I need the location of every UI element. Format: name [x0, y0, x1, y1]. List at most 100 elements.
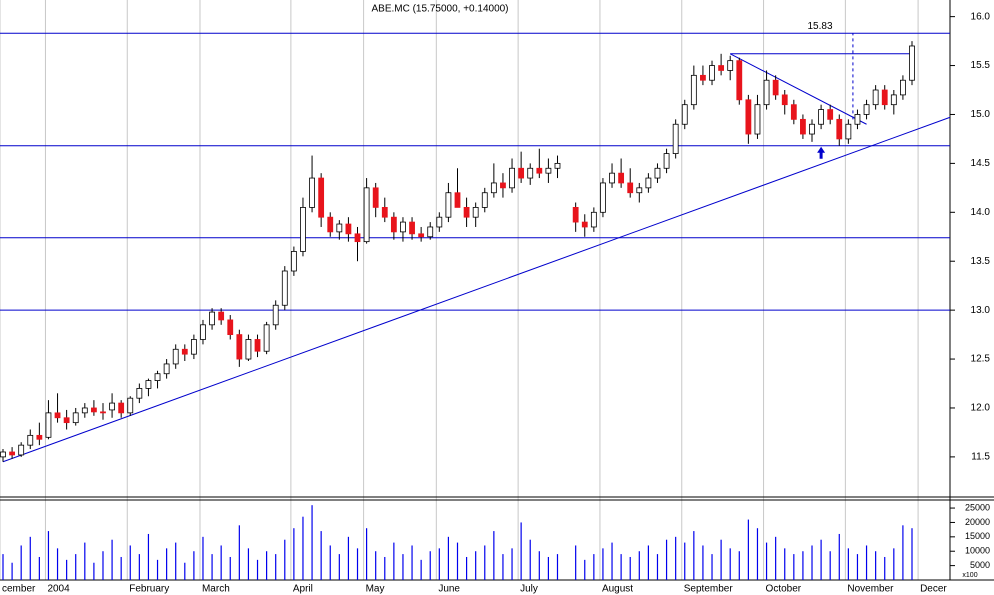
candle-body: [654, 167, 661, 179]
volume-tick-label: 5000: [970, 560, 990, 570]
candle-body: [181, 348, 188, 355]
chart-title: ABE.MC (15.75000, +0.14000): [371, 4, 508, 15]
candle-body: [227, 319, 234, 335]
candle-body: [872, 89, 879, 106]
candle-body: [109, 402, 115, 411]
level-label: 15.83: [807, 21, 832, 32]
candle-body: [463, 207, 470, 218]
volume-tick-label: 15000: [965, 531, 990, 541]
candle-body: [645, 177, 652, 189]
candle-body: [263, 324, 270, 352]
candle-body: [809, 123, 815, 135]
candle-body: [472, 207, 479, 218]
candle-body: [418, 233, 425, 238]
candle-body: [863, 104, 870, 115]
candle-body: [690, 74, 697, 106]
candle-body: [309, 177, 315, 208]
candle-body: [554, 162, 561, 169]
candle-body: [881, 89, 888, 106]
x-tick-label: June: [438, 584, 460, 595]
candle-body: [327, 216, 334, 233]
candle-body: [390, 216, 397, 233]
candle-body: [127, 397, 134, 414]
candle-body: [427, 226, 434, 238]
candle-body: [381, 207, 388, 218]
candle-body: [245, 339, 252, 360]
candle-body: [627, 182, 634, 194]
candle-body: [663, 153, 670, 169]
candle-body: [845, 123, 852, 140]
candle-body: [136, 388, 143, 399]
candle-body: [545, 167, 552, 174]
candle-body: [36, 434, 43, 440]
arrow-marker: [817, 146, 826, 159]
volume-unit: x100: [962, 572, 977, 579]
candle-body: [27, 434, 34, 446]
candle-body: [145, 380, 152, 389]
x-tick-label: April: [293, 584, 313, 595]
candle-body: [200, 324, 206, 340]
candle-body: [218, 311, 225, 321]
y-tick-label: 14.5: [971, 158, 991, 169]
candle-body: [672, 123, 679, 155]
y-tick-label: 11.5: [971, 452, 990, 463]
candle-body: [290, 251, 297, 272]
candle-body: [890, 94, 897, 106]
candle-body: [300, 207, 306, 252]
candle-body: [581, 221, 588, 228]
overlay: [0, 32, 950, 463]
candle-body: [372, 187, 379, 208]
candle-body: [754, 104, 761, 135]
x-tick-label: March: [202, 584, 230, 595]
candle-body: [509, 167, 515, 189]
candle-body: [436, 216, 443, 228]
candle-body: [409, 221, 415, 235]
candle-body: [681, 104, 688, 125]
candle-body: [790, 104, 797, 120]
candle-body: [163, 363, 170, 375]
x-tick-label: November: [847, 584, 894, 595]
candle-body: [745, 99, 752, 135]
y-tick-label: 12.5: [971, 354, 991, 365]
candle-body: [781, 94, 788, 106]
candle-body: [209, 311, 215, 326]
candle-body: [500, 182, 506, 189]
candle-body: [281, 270, 288, 306]
candle-body: [763, 79, 770, 106]
y-tick-label: 15.0: [971, 109, 991, 120]
y-tick-label: 12.0: [971, 403, 991, 414]
x-tick-label: May: [366, 584, 385, 595]
x-tick-label: August: [602, 584, 633, 595]
candle-body: [818, 109, 824, 125]
candle-body: [236, 334, 243, 360]
candle-body: [736, 60, 743, 101]
candle-body: [727, 60, 734, 71]
candle-body: [518, 167, 525, 179]
candle-body: [0, 451, 6, 458]
candle-body: [154, 373, 161, 381]
candle-body: [45, 412, 52, 438]
candle-body: [9, 451, 15, 456]
candle-body: [527, 167, 534, 179]
candle-body: [618, 172, 625, 184]
candle-body: [636, 187, 643, 194]
candle-body: [318, 177, 325, 218]
candle-body: [445, 192, 452, 218]
x-tick-label: February: [129, 584, 169, 595]
candle-body: [600, 182, 606, 213]
candle-body: [18, 444, 25, 456]
x-tick-label: 2004: [47, 584, 70, 595]
candle-body: [536, 167, 543, 174]
candle-body: [81, 407, 88, 414]
volume-tick-label: 20000: [965, 517, 990, 527]
candle-body: [172, 348, 179, 365]
trend-line: [2, 116, 950, 463]
candle-body: [900, 79, 906, 96]
candle-body: [481, 192, 488, 208]
candle-body: [54, 412, 61, 419]
candle-body: [118, 402, 125, 414]
candle-body: [190, 339, 197, 355]
candle-body: [490, 182, 497, 194]
x-tick-label: Decer: [920, 584, 947, 595]
